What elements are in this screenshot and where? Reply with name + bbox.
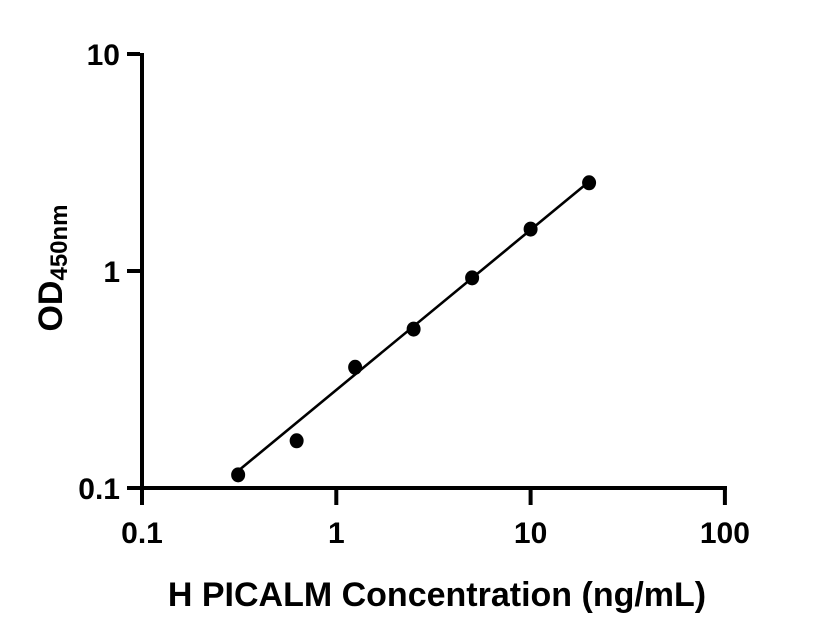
x-tick-label: 1 [328, 517, 345, 550]
data-point [465, 270, 480, 286]
y-axis-title-main: OD [32, 281, 70, 332]
y-tick-label: 10 [87, 39, 120, 72]
y-axis-title-sub: 450nm [46, 204, 73, 280]
y-tick-label: 1 [103, 256, 120, 289]
x-axis-title: H PICALM Concentration (ng/mL) [168, 576, 706, 614]
y-axis-title: OD450nm [32, 204, 73, 331]
y-tick-label: 0.1 [78, 473, 120, 506]
data-point [231, 467, 246, 483]
x-tick-label: 100 [700, 517, 750, 550]
data-point [406, 321, 421, 337]
data-point [523, 221, 538, 237]
x-tick-label: 0.1 [121, 517, 163, 550]
plot-area: 0.1 1 10 0.1 1 10 100 [78, 39, 750, 550]
data-point [348, 359, 363, 375]
x-tick-label: 10 [514, 517, 547, 550]
data-point [289, 433, 304, 449]
data-point [582, 175, 597, 191]
